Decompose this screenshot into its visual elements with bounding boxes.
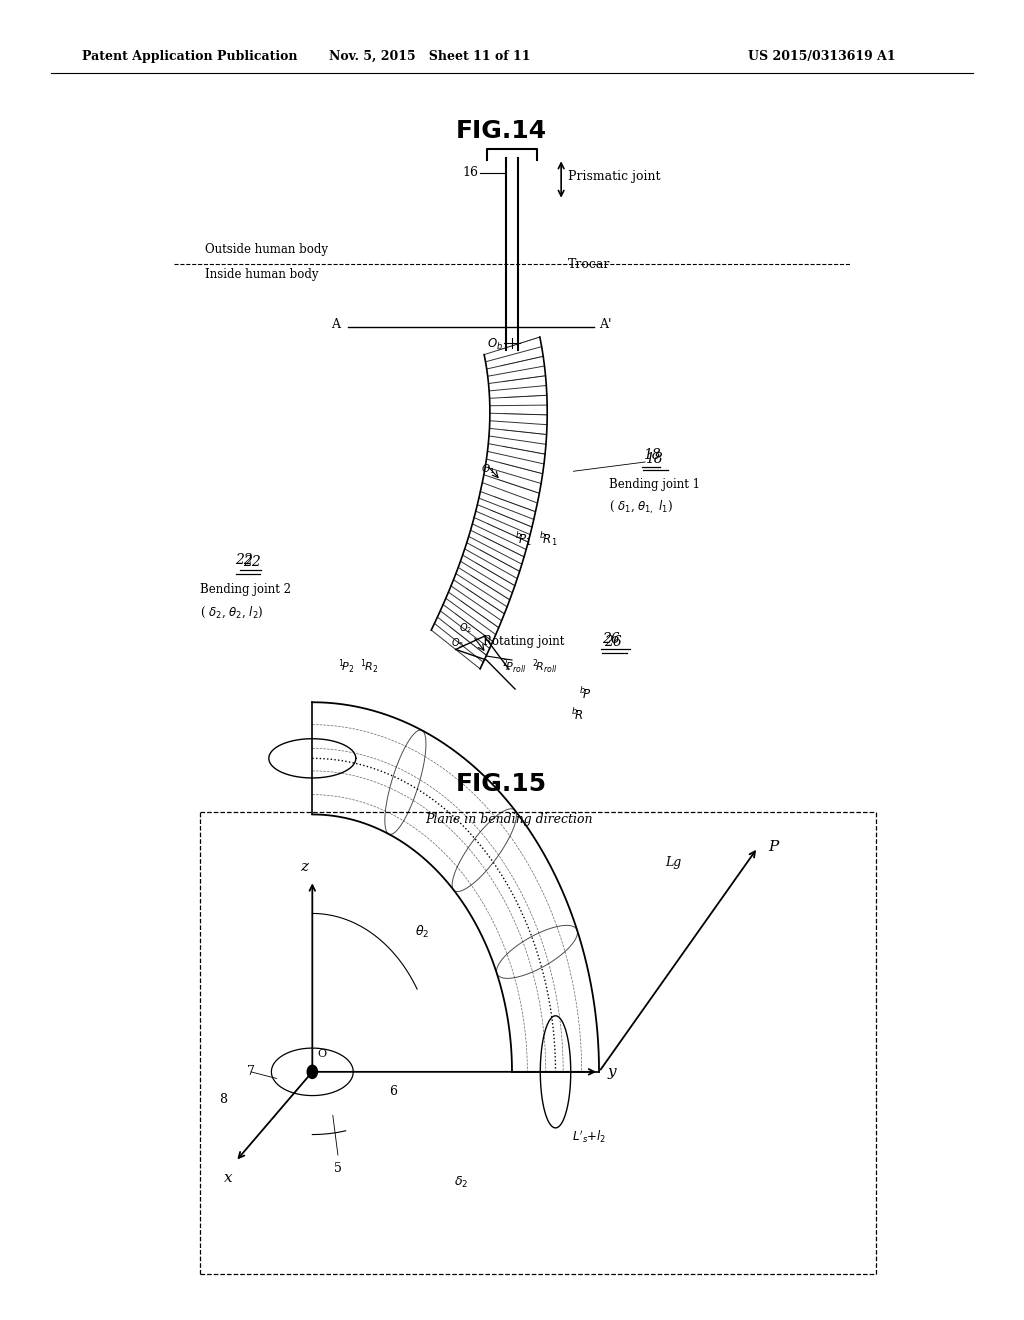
Text: $^2\!P_{roll}\ \ ^2\!R_{roll}$: $^2\!P_{roll}\ \ ^2\!R_{roll}$	[502, 657, 557, 676]
Text: 5: 5	[334, 1162, 342, 1175]
Text: Inside human body: Inside human body	[205, 268, 318, 281]
Text: $L'_s$$+l_2$: $L'_s$$+l_2$	[571, 1129, 606, 1146]
Text: US 2015/0313619 A1: US 2015/0313619 A1	[748, 50, 895, 63]
Text: $\theta_2$: $\theta_2$	[415, 924, 429, 940]
Text: y: y	[607, 1065, 615, 1078]
Text: 6: 6	[389, 1085, 397, 1098]
Text: Outside human body: Outside human body	[205, 243, 328, 256]
Text: $O_2$: $O_2$	[460, 622, 472, 635]
Text: 22: 22	[236, 553, 253, 566]
Text: Trocar: Trocar	[568, 257, 610, 271]
Text: 26: 26	[604, 635, 622, 648]
Text: 18: 18	[643, 449, 660, 462]
Text: $^1\!P_2\ \ ^1\!R_2$: $^1\!P_2\ \ ^1\!R_2$	[338, 657, 378, 676]
Text: 16: 16	[462, 166, 478, 180]
Text: A: A	[331, 318, 340, 331]
Text: O: O	[317, 1048, 327, 1059]
Text: 7: 7	[247, 1065, 255, 1078]
Text: 18: 18	[645, 453, 663, 466]
Text: ( $\delta_2$, $\theta_2$, $l_2$): ( $\delta_2$, $\theta_2$, $l_2$)	[200, 605, 263, 620]
Text: ( $\delta_1$, $\theta_{1,}$ $l_1$): ( $\delta_1$, $\theta_{1,}$ $l_1$)	[609, 499, 673, 516]
Text: z: z	[300, 859, 308, 874]
Text: $\delta_2$: $\delta_2$	[454, 1175, 468, 1189]
Circle shape	[307, 1065, 317, 1078]
Text: Lg: Lg	[666, 855, 682, 869]
Text: FIG.14: FIG.14	[457, 119, 547, 143]
Text: 22: 22	[243, 556, 260, 569]
Text: Bending joint 1: Bending joint 1	[609, 478, 700, 491]
Text: x: x	[224, 1171, 232, 1185]
Text: $O_5$: $O_5$	[452, 636, 465, 649]
Text: A': A'	[599, 318, 611, 331]
Text: Patent Application Publication: Patent Application Publication	[82, 50, 297, 63]
Text: 8: 8	[219, 1093, 227, 1106]
Text: Rotating joint: Rotating joint	[483, 635, 564, 648]
Text: $O_1$: $O_1$	[481, 462, 496, 475]
Text: Bending joint 2: Bending joint 2	[200, 583, 291, 597]
Text: FIG.15: FIG.15	[457, 772, 547, 796]
Text: $O_b$: $O_b$	[486, 337, 503, 351]
Text: Nov. 5, 2015   Sheet 11 of 11: Nov. 5, 2015 Sheet 11 of 11	[330, 50, 530, 63]
Text: Prismatic joint: Prismatic joint	[568, 170, 660, 183]
Text: $^b\!R$: $^b\!R$	[571, 708, 585, 723]
Text: 26: 26	[602, 632, 620, 645]
Text: $^b\!P_1\ \ ^b\!R_1$: $^b\!P_1\ \ ^b\!R_1$	[515, 529, 558, 548]
Text: P: P	[768, 841, 778, 854]
Text: $^b\!P$: $^b\!P$	[579, 686, 592, 702]
Text: Plane in bending direction: Plane in bending direction	[425, 813, 593, 826]
